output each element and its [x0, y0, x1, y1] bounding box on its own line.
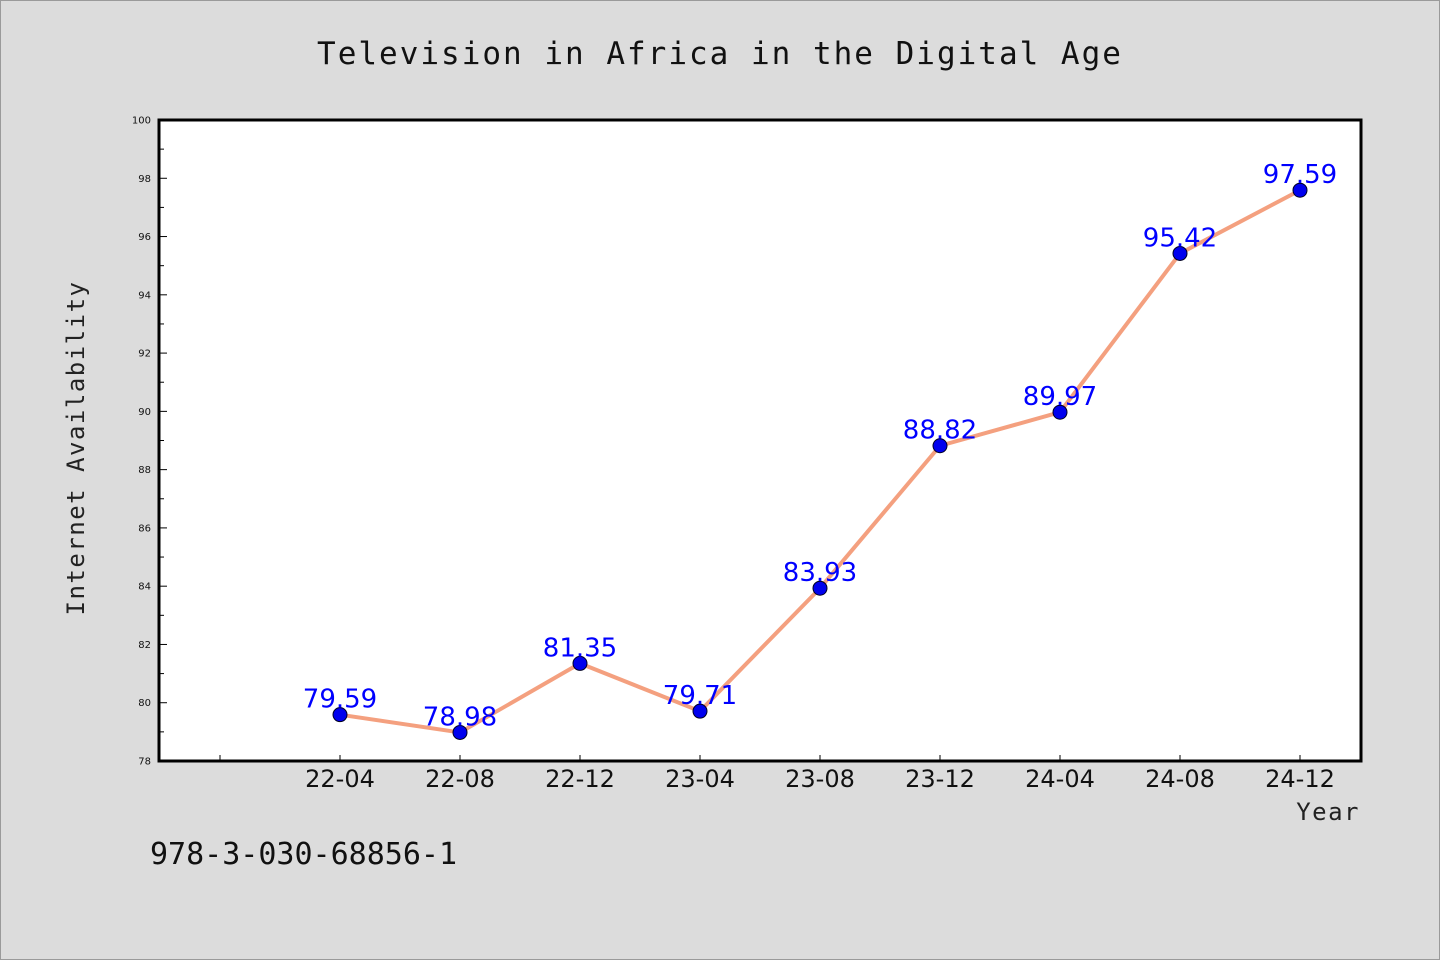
data-point: [332, 707, 348, 723]
series-group: [332, 182, 1308, 740]
y-tick-label: 92: [138, 349, 151, 360]
data-point: [932, 438, 948, 454]
y-tick-label: 78: [138, 757, 151, 768]
data-labels: 79.59 78.98 81.35 79.71 83.93 88.82 89.97 95.42…: [303, 160, 1337, 732]
x-tick-label: 23-12: [905, 765, 975, 793]
data-label: 78.98: [423, 702, 497, 732]
x-axis-label: Year: [1296, 798, 1360, 826]
data-point: [572, 655, 588, 671]
data-label: 79.59: [303, 685, 377, 715]
x-tick-label: 23-04: [665, 765, 735, 793]
y-tick-label: 94: [138, 290, 151, 301]
x-tick-label: 24-12: [1265, 765, 1335, 793]
y-axis: 78 80 82 84 86 88 90 92 94 96 98 100: [132, 116, 167, 768]
plot-area: [157, 118, 1363, 763]
isbn-footnote: 978-3-030-68856-1: [150, 837, 457, 872]
data-label: 81.35: [543, 633, 617, 663]
data-label: 79.71: [663, 681, 737, 711]
y-tick-label: 98: [138, 174, 151, 185]
x-tick-label: 23-08: [785, 765, 855, 793]
data-point: [1052, 404, 1068, 420]
x-tick-label: 22-08: [425, 765, 495, 793]
data-point: [1172, 245, 1188, 261]
x-tick-label: 24-04: [1025, 765, 1095, 793]
y-tick-label: 90: [138, 407, 151, 418]
y-tick-label: 82: [138, 640, 151, 651]
y-tick-label: 100: [132, 116, 151, 127]
x-tick-label: 22-04: [305, 765, 375, 793]
data-point: [1292, 182, 1308, 198]
y-tick-label: 96: [138, 232, 151, 243]
data-point: [812, 580, 828, 596]
data-label: 97.59: [1263, 160, 1337, 190]
data-label: 95.42: [1143, 223, 1217, 253]
x-axis: 22-04 22-08 22-12 23-04 23-08 23-12 24-04 24-08…: [219, 755, 1335, 793]
y-axis-label: Internet Availability: [62, 281, 90, 616]
y-tick-label: 86: [138, 523, 151, 534]
data-label: 83.93: [783, 558, 857, 588]
chart-title: Television in Africa in the Digital Age: [317, 36, 1123, 72]
data-point: [452, 724, 468, 740]
data-label: 89.97: [1023, 382, 1097, 412]
x-tick-label: 22-12: [545, 765, 615, 793]
y-tick-label: 84: [138, 582, 151, 593]
y-tick-label: 88: [138, 465, 151, 476]
x-tick-label: 24-08: [1145, 765, 1215, 793]
data-point: [692, 703, 708, 719]
y-tick-label: 80: [138, 698, 151, 709]
data-label: 88.82: [903, 416, 977, 446]
